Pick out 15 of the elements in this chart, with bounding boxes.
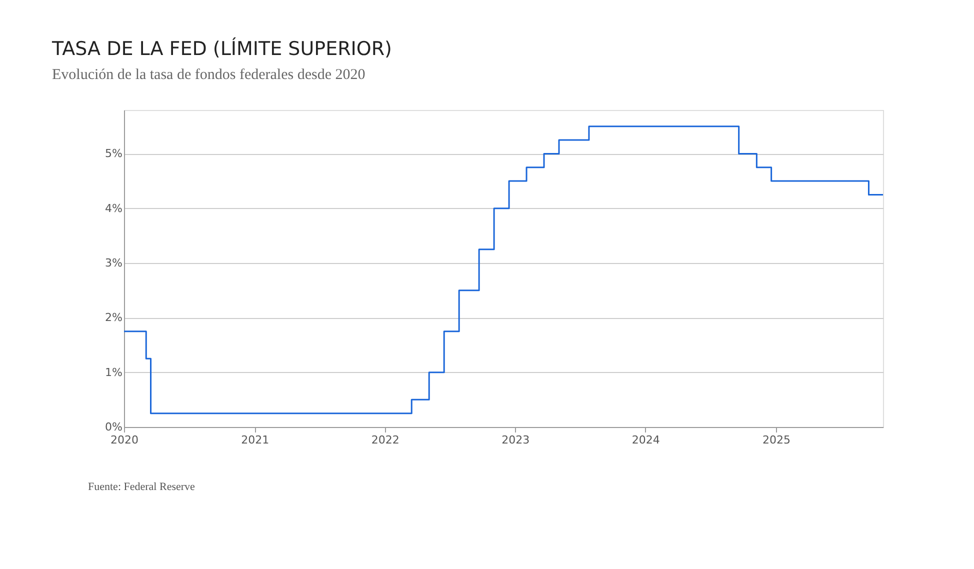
x-tick-label: 2023 xyxy=(502,434,530,446)
x-tick-label: 2022 xyxy=(371,434,400,446)
y-tick-label: 4% xyxy=(105,202,122,215)
x-tick-label: 2025 xyxy=(762,434,790,446)
source-note: Fuente: Federal Reserve xyxy=(88,481,196,493)
y-tick-label: 0% xyxy=(105,420,122,434)
x-tick-label: 2020 xyxy=(110,434,138,446)
chart-title: TASA DE LA FED (LÍMITE SUPERIOR) xyxy=(51,37,392,60)
y-tick-label: 5% xyxy=(105,147,122,160)
x-tick-label: 2024 xyxy=(632,434,660,446)
y-tick-label: 2% xyxy=(105,311,122,324)
y-tick-label: 3% xyxy=(105,256,122,270)
x-tick-label: 2021 xyxy=(241,434,270,446)
chart-subtitle: Evolución de la tasa de fondos federales desde 2020 xyxy=(52,67,366,83)
y-tick-label: 1% xyxy=(105,366,122,379)
